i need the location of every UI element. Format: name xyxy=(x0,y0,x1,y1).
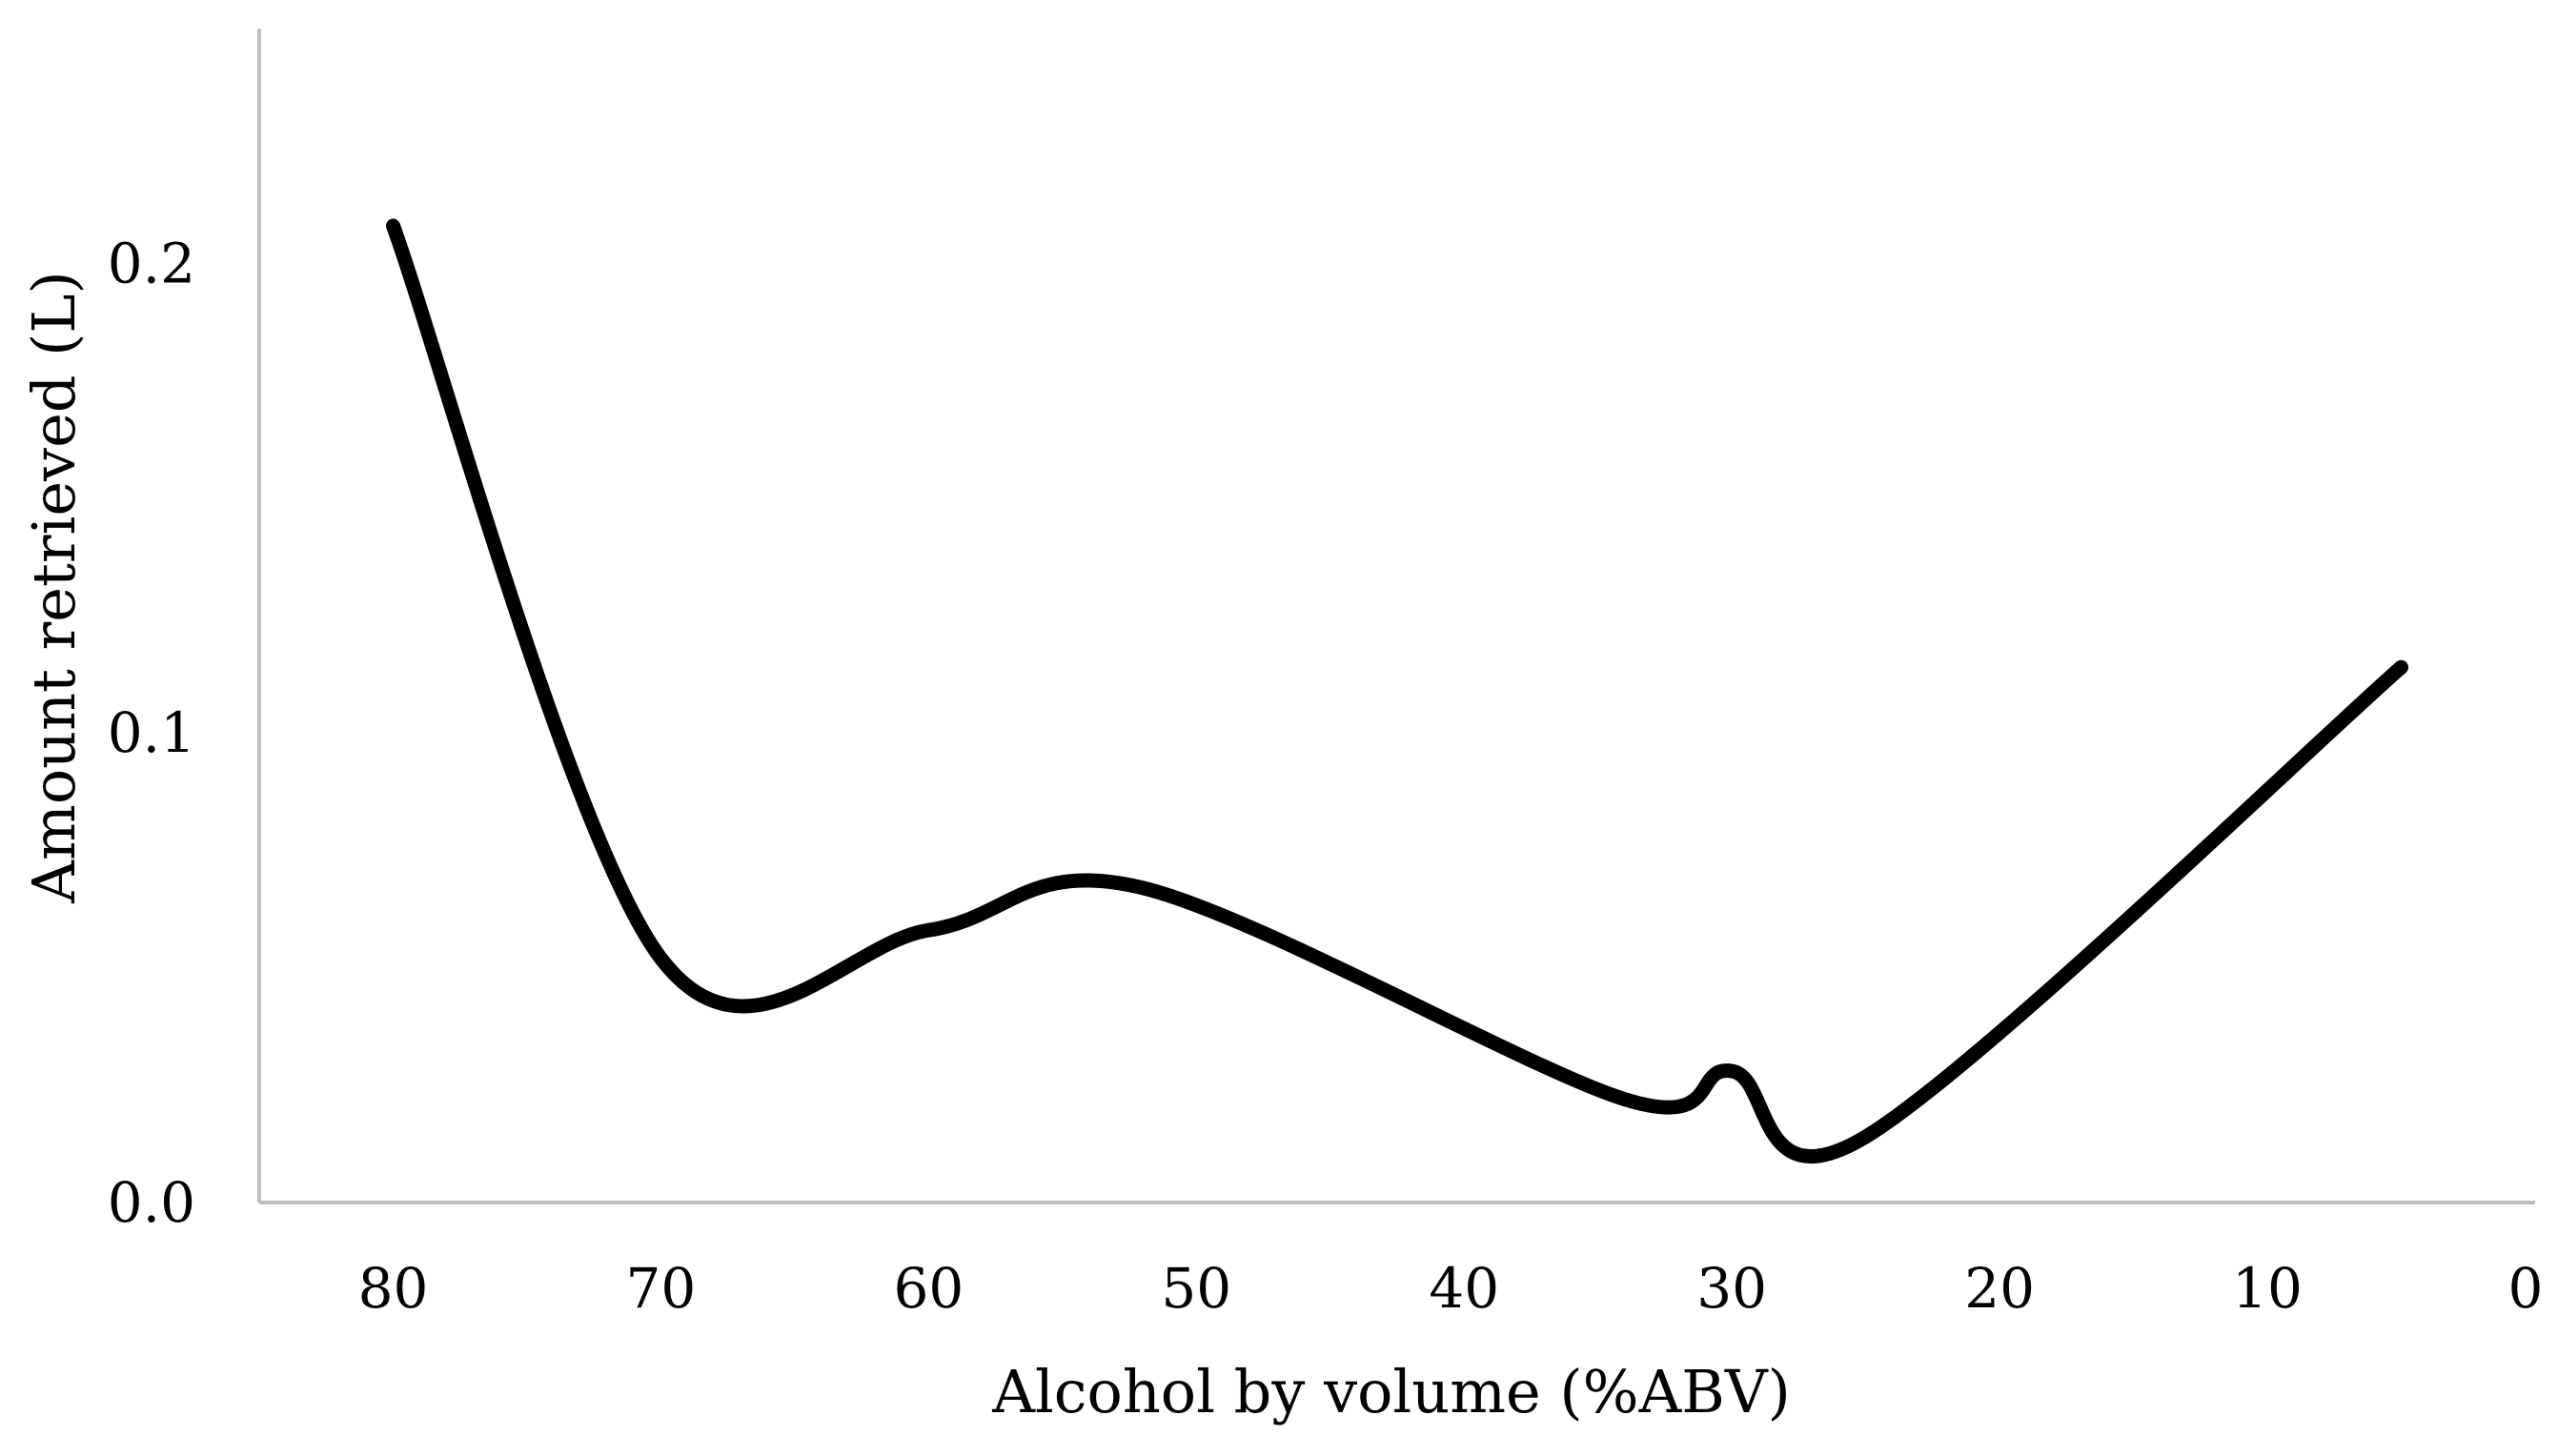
y-tick-label: 0.0 xyxy=(108,1170,195,1235)
series-layer xyxy=(386,218,2408,1164)
y-tick-labels: 0.0 0.1 0.2 xyxy=(108,231,195,1235)
x-axis: 80 70 60 50 40 30 20 10 0 xyxy=(259,1201,2544,1321)
x-tick-label: 60 xyxy=(893,1256,964,1321)
x-axis-title: Alcohol by volume (%ABV) xyxy=(991,1357,1791,1426)
y-axis: 0.0 0.1 0.2 xyxy=(108,29,261,1235)
x-tick-label: 30 xyxy=(1696,1256,1767,1321)
x-tick-label: 20 xyxy=(1964,1256,2035,1321)
x-tick-label: 10 xyxy=(2232,1256,2303,1321)
series-line-0 xyxy=(386,218,2408,1164)
y-tick-label: 0.1 xyxy=(108,700,195,765)
y-tick-label: 0.2 xyxy=(108,231,195,295)
x-tick-label: 50 xyxy=(1161,1256,1231,1321)
x-tick-label: 0 xyxy=(2508,1256,2544,1321)
x-tick-label: 70 xyxy=(626,1256,697,1321)
x-tick-labels: 80 70 60 50 40 30 20 10 0 xyxy=(358,1256,2544,1321)
x-tick-label: 80 xyxy=(358,1256,429,1321)
x-tick-label: 40 xyxy=(1429,1256,1499,1321)
y-axis-title: Amount retrieved (L) xyxy=(19,271,89,903)
